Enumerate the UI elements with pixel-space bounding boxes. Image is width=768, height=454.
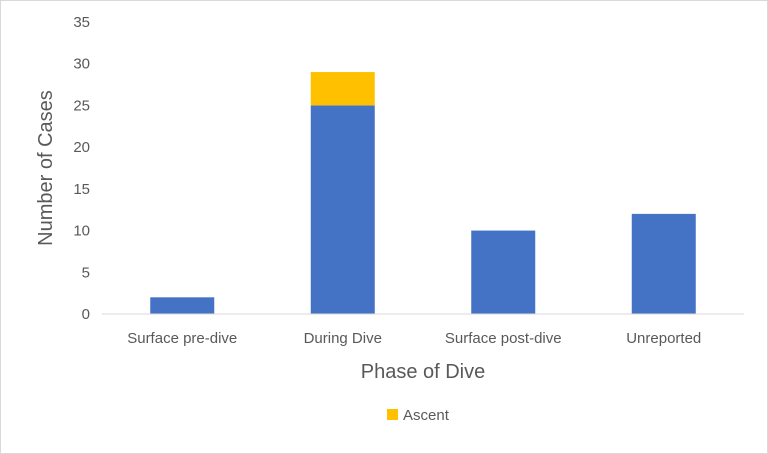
bar-during-dive-series-0 [310,105,375,314]
x-tick-label: Surface pre-dive [127,330,237,347]
y-tick-label: 10 [73,223,90,240]
legend: Ascent [387,407,450,424]
y-tick-label: 15 [73,181,90,198]
y-axis-ticks: 0 5 10 15 20 25 30 35 [73,14,90,323]
y-tick-label: 5 [82,264,90,281]
x-tick-label: During Dive [304,330,382,347]
y-tick-label: 30 [73,56,90,73]
y-tick-label: 35 [73,14,90,31]
x-axis-ticks: Surface pre-dive During Dive Surface post-… [127,330,701,347]
y-axis-title: Number of Cases [35,90,57,246]
x-tick-label: Unreported [626,330,701,347]
y-tick-label: 0 [82,306,90,323]
bars [150,72,696,314]
y-tick-label: 25 [73,97,90,114]
x-axis-title: Phase of Dive [361,361,486,383]
bar-surface-pre-dive-series-0 [150,297,215,314]
bar-unreported-series-0 [631,213,696,314]
x-tick-label: Surface post-dive [445,330,562,347]
bar-during-dive-series-1 [310,72,375,106]
y-tick-label: 20 [73,139,90,156]
legend-swatch-ascent [387,409,398,420]
legend-label-ascent: Ascent [403,407,450,424]
bar-surface-post-dive-series-0 [471,230,536,314]
